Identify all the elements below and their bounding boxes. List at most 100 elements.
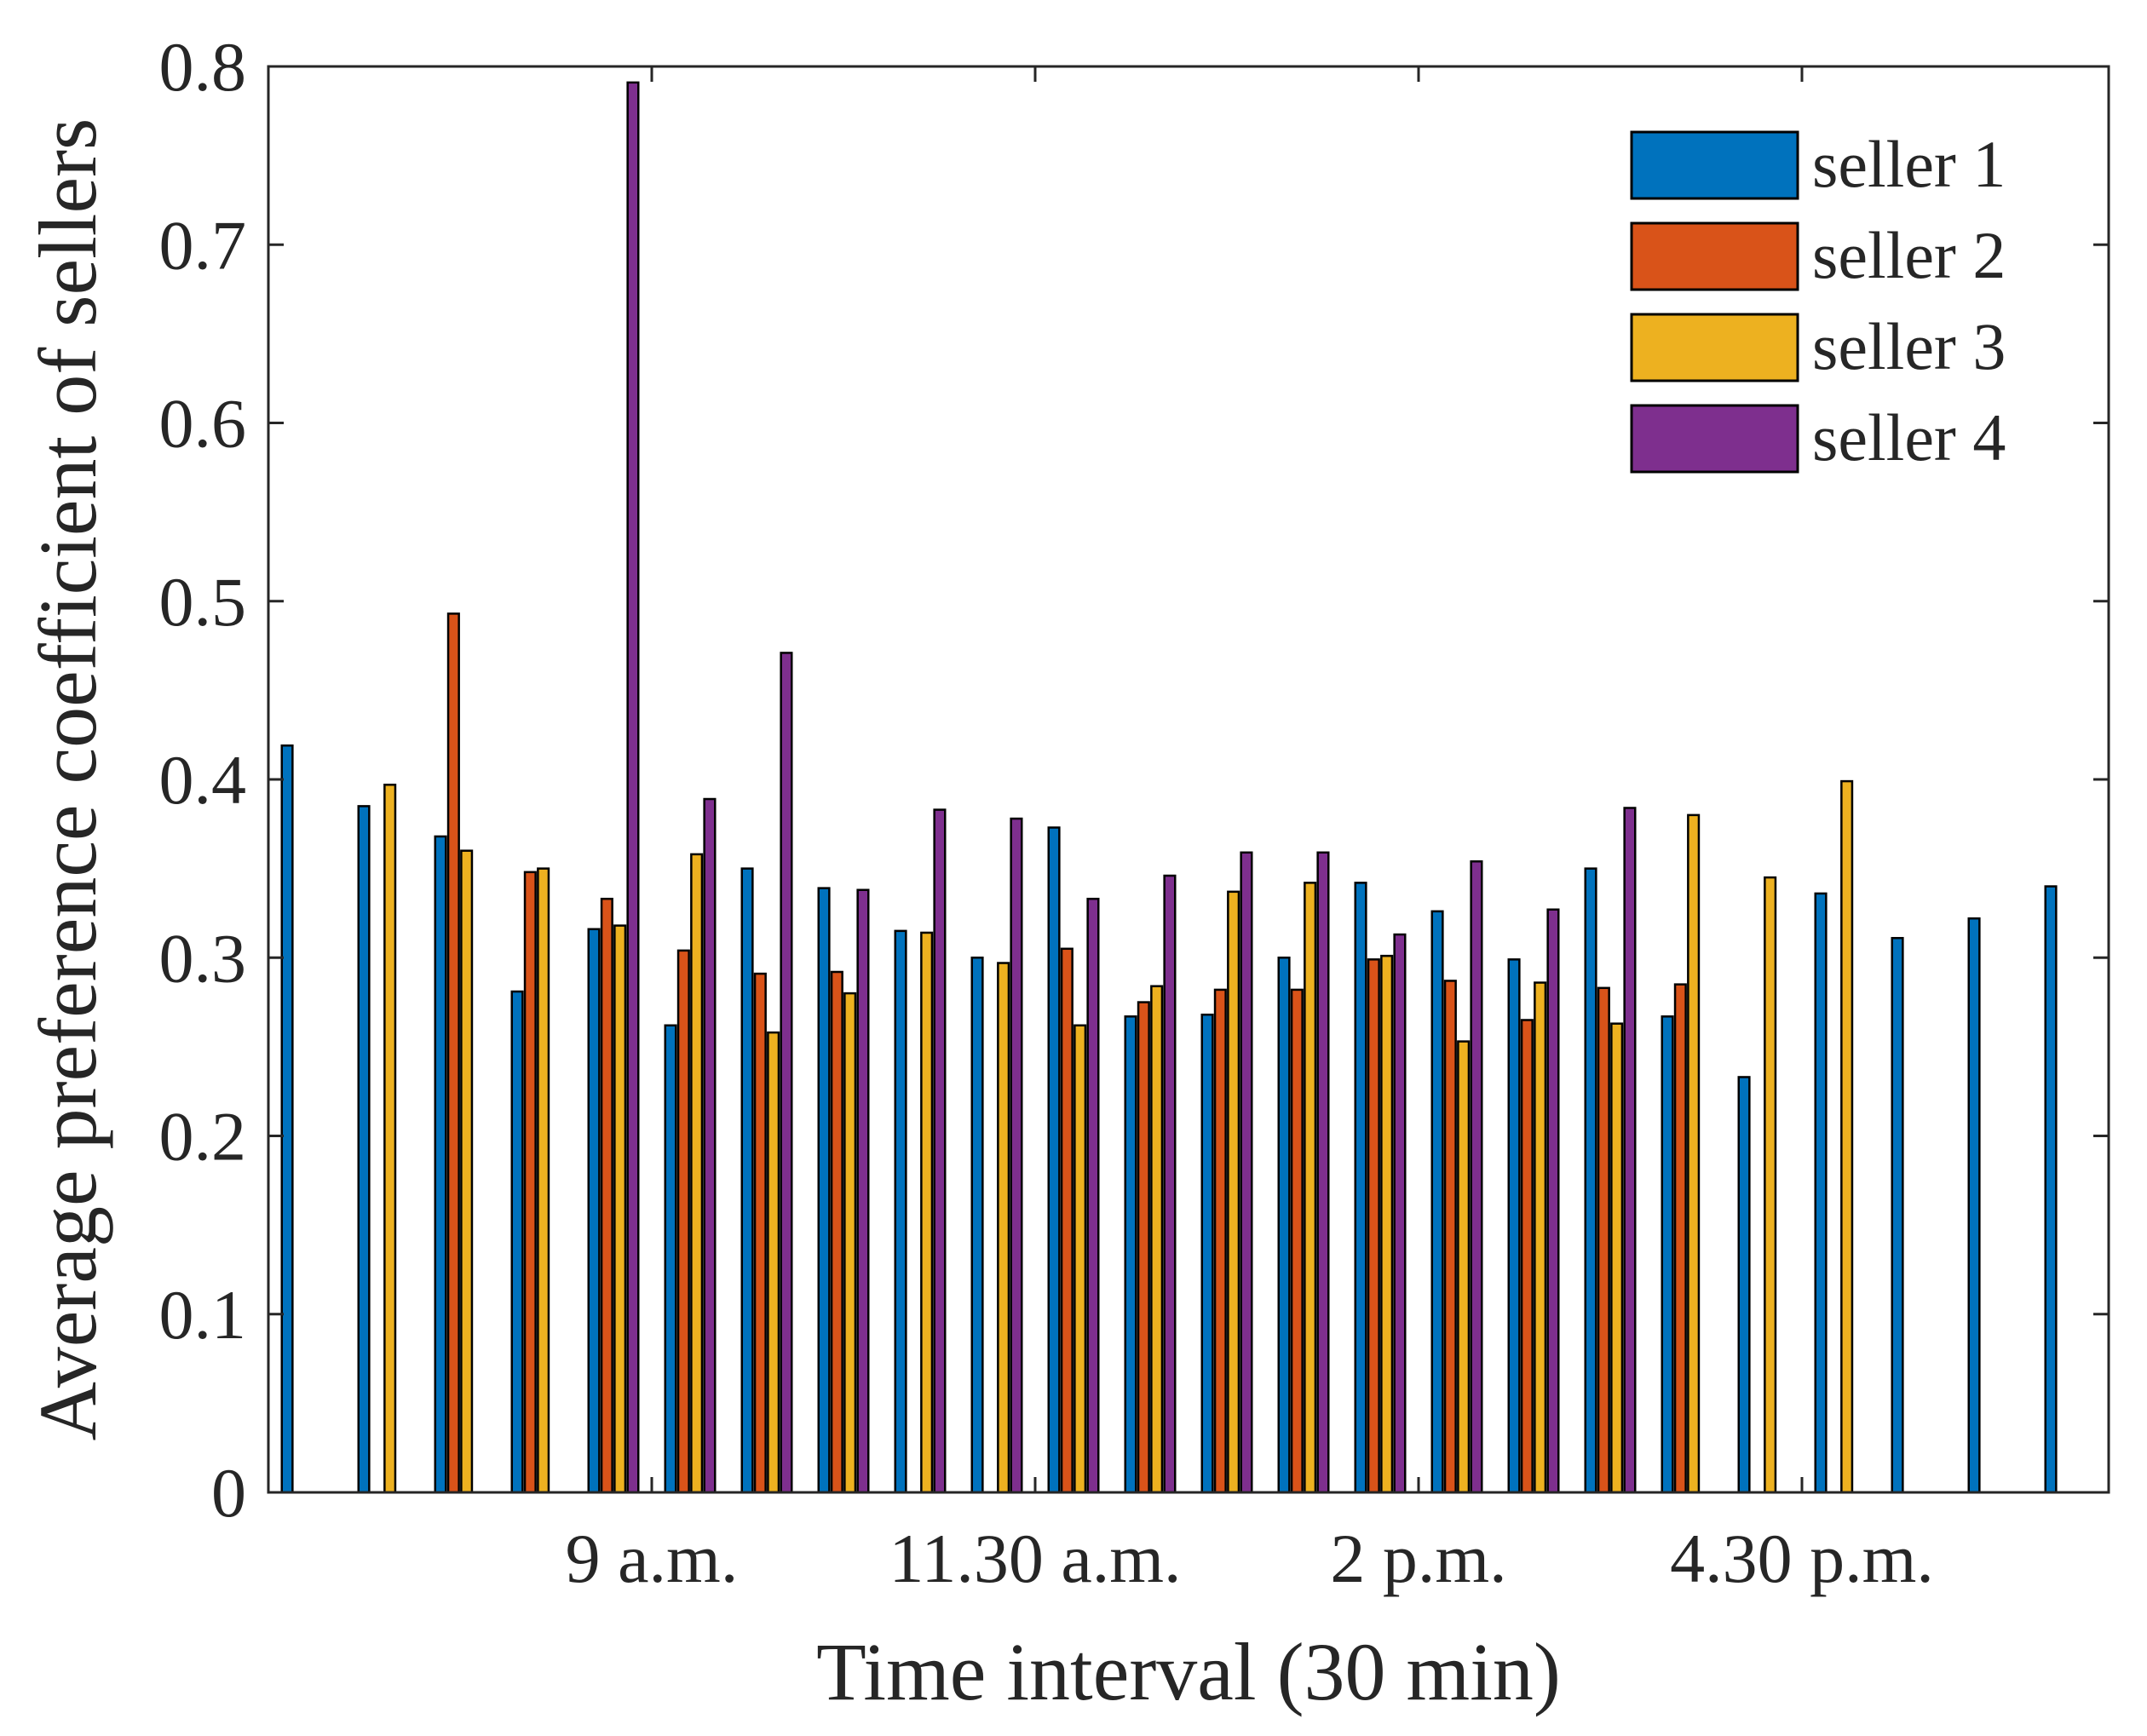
y-tick-label: 0.2	[159, 1098, 247, 1176]
x-tick-label: 9 a.m.	[566, 1520, 739, 1597]
y-axis-title: Average preference coefficient of seller…	[22, 118, 113, 1441]
bar-seller-2-group-6	[676, 949, 690, 1494]
y-tick-label: 0.1	[159, 1276, 247, 1354]
bar-seller-3-group-21	[1840, 779, 1854, 1494]
bar-seller-3-group-11	[1074, 1024, 1087, 1494]
legend-label-seller-2: seller 2	[1812, 218, 2006, 292]
bar-seller-1-group-4	[510, 990, 524, 1494]
legend-swatch-seller-4	[1630, 404, 1799, 474]
bar-seller-1-group-10	[970, 957, 984, 1494]
legend-label-seller-3: seller 3	[1812, 309, 2006, 383]
bar-seller-3-group-7	[767, 1031, 780, 1494]
bar-seller-2-group-14	[1290, 988, 1304, 1494]
bar-seller-3-group-15	[1380, 954, 1394, 1494]
bar-seller-1-group-22	[1891, 936, 1904, 1494]
bar-seller-1-group-16	[1430, 910, 1444, 1494]
bar-seller-3-group-6	[690, 853, 704, 1494]
legend: seller 1 seller 2 seller 3 seller 4	[1615, 119, 2066, 509]
bar-seller-2-group-12	[1137, 1001, 1150, 1494]
tick-labels-layer: 0 0.1 0.2 0.3 0.4 0.5 0.6 0.7 0.8 9 a.m. 11.30 a.m…	[159, 28, 1934, 1597]
bar-seller-1-group-7	[740, 867, 754, 1494]
y-tick-label: 0.5	[159, 563, 247, 641]
bar-seller-4-group-17	[1546, 908, 1560, 1494]
bar-seller-4-group-16	[1470, 860, 1483, 1494]
legend-swatch-seller-3	[1630, 313, 1799, 382]
bar-seller-3-group-14	[1304, 882, 1317, 1494]
bar-seller-4-group-10	[1010, 817, 1023, 1494]
y-tick-label: 0.8	[159, 28, 247, 106]
bar-seller-4-group-9	[933, 808, 947, 1494]
bar-seller-3-group-13	[1227, 890, 1240, 1494]
bar-seller-2-group-17	[1520, 1019, 1534, 1494]
bar-seller-3-group-19	[1687, 813, 1701, 1494]
bar-seller-1-group-5	[587, 928, 601, 1494]
bar-seller-1-group-21	[1814, 892, 1828, 1494]
y-tick-label: 0.7	[159, 206, 247, 284]
bar-seller-4-group-12	[1163, 874, 1177, 1494]
bar-seller-4-group-18	[1623, 807, 1637, 1494]
x-tick-label: 11.30 a.m.	[889, 1520, 1181, 1597]
bar-seller-1-group-12	[1124, 1015, 1137, 1494]
bar-seller-3-group-10	[997, 962, 1010, 1494]
bar-seller-1-group-8	[817, 887, 831, 1494]
bar-seller-3-group-17	[1534, 981, 1547, 1494]
y-tick-label: 0.4	[159, 741, 247, 819]
bar-seller-2-group-5	[600, 897, 613, 1494]
bar-seller-4-group-13	[1240, 851, 1253, 1494]
bar-seller-3-group-20	[1764, 876, 1777, 1494]
bar-seller-4-group-6	[703, 797, 717, 1494]
legend-items: seller 1 seller 2 seller 3 seller 4	[1630, 127, 2006, 474]
bar-seller-2-group-15	[1367, 958, 1380, 1494]
bar-seller-4-group-11	[1086, 897, 1100, 1494]
bar-seller-4-group-7	[780, 652, 793, 1494]
bar-seller-2-group-4	[523, 871, 537, 1494]
bar-seller-2-group-19	[1673, 983, 1687, 1494]
bar-seller-1-group-15	[1354, 882, 1367, 1494]
bar-seller-3-group-8	[843, 992, 857, 1494]
y-tick-label: 0.3	[159, 919, 247, 997]
legend-swatch-seller-1	[1630, 130, 1799, 200]
bar-seller-1-group-24	[2044, 885, 2058, 1494]
bar-seller-4-group-8	[856, 888, 870, 1494]
legend-swatch-seller-2	[1630, 221, 1799, 291]
bar-seller-4-group-14	[1316, 851, 1330, 1494]
bar-seller-3-group-18	[1610, 1022, 1624, 1494]
x-tick-label: 2 p.m.	[1330, 1520, 1506, 1597]
y-tick-label: 0	[211, 1454, 246, 1532]
bar-seller-3-group-3	[460, 849, 474, 1494]
bar-seller-2-group-8	[830, 970, 843, 1494]
legend-label-seller-4: seller 4	[1812, 400, 2006, 474]
bar-seller-1-group-2	[357, 805, 371, 1494]
bar-seller-1-group-6	[664, 1024, 677, 1494]
y-tick-label: 0.6	[159, 385, 247, 463]
bar-seller-2-group-18	[1597, 986, 1610, 1494]
x-tick-label: 4.30 p.m.	[1670, 1520, 1934, 1597]
bar-seller-1-group-9	[894, 929, 907, 1494]
bar-seller-1-group-11	[1047, 826, 1061, 1494]
bar-seller-4-group-5	[626, 81, 640, 1494]
bar-seller-2-group-13	[1213, 988, 1227, 1494]
bar-seller-3-group-4	[537, 867, 550, 1494]
bar-seller-1-group-19	[1661, 1015, 1674, 1494]
bar-seller-3-group-16	[1457, 1040, 1471, 1494]
bar-seller-3-group-12	[1150, 985, 1164, 1494]
bar-seller-1-group-23	[1967, 917, 1981, 1494]
bar-seller-2-group-7	[753, 972, 767, 1494]
bar-seller-3-group-2	[383, 784, 397, 1494]
ticks-layer	[268, 65, 2109, 1494]
bar-seller-1-group-13	[1200, 1013, 1214, 1494]
bar-seller-2-group-11	[1060, 947, 1074, 1494]
bar-seller-1-group-20	[1737, 1076, 1751, 1494]
bar-seller-1-group-17	[1507, 958, 1521, 1494]
bar-seller-1-group-14	[1277, 957, 1291, 1494]
legend-label-seller-1: seller 1	[1812, 127, 2006, 201]
bar-seller-2-group-16	[1443, 980, 1457, 1494]
bar-seller-3-group-5	[613, 924, 627, 1494]
x-axis-title: Time interval (30 min)	[816, 1626, 1561, 1717]
bar-seller-3-group-9	[920, 931, 934, 1494]
bar-seller-1-group-3	[434, 835, 447, 1494]
bar-seller-1-group-1	[280, 744, 294, 1494]
bar-seller-4-group-15	[1393, 933, 1407, 1494]
